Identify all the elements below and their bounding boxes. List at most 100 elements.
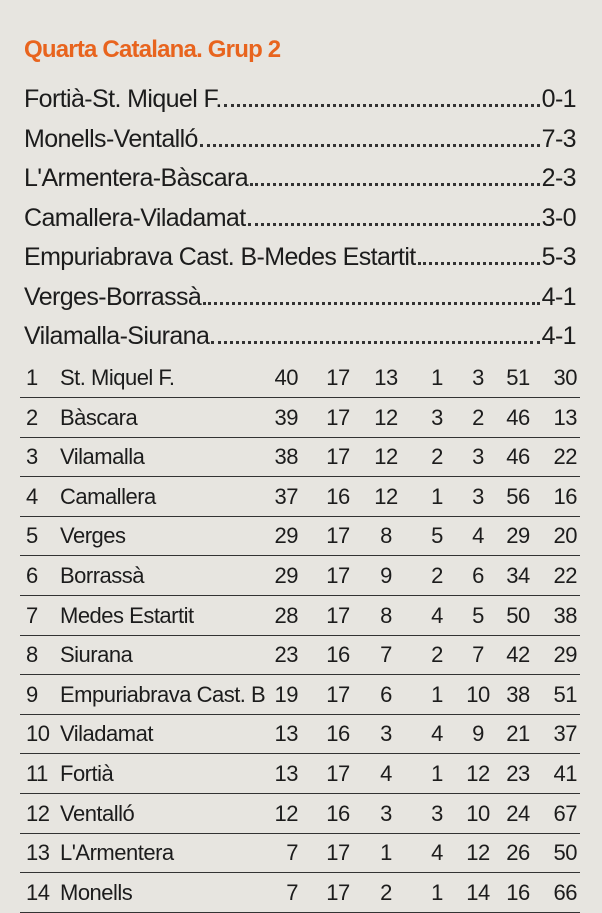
goals-for: 46	[506, 444, 530, 470]
drawn: 3	[431, 404, 443, 430]
position: 1	[26, 365, 38, 390]
won: 6	[380, 681, 392, 707]
leader-dots	[247, 222, 540, 226]
lost: 3	[472, 365, 484, 390]
standings-row: 2 Bàscara 39 17 12 3 2 46 13	[20, 398, 580, 438]
lost: 3	[472, 483, 484, 509]
score: 5-3	[541, 243, 577, 271]
played: 17	[326, 761, 350, 786]
standings-row: 6 Borrassà 29 17 9 2 6 34 22	[20, 556, 580, 596]
points: 13	[274, 761, 299, 786]
points: 12	[274, 800, 299, 826]
points: 19	[274, 681, 299, 707]
goals-for: 51	[506, 365, 530, 390]
drawn: 5	[431, 523, 443, 549]
goals-for: 21	[506, 721, 530, 747]
goals-against: 38	[553, 602, 578, 628]
score: 2-3	[541, 164, 577, 192]
lost: 6	[472, 563, 484, 588]
position: 4	[26, 483, 38, 509]
drawn: 1	[431, 681, 443, 707]
goals-for: 29	[506, 523, 530, 549]
goals-against: 41	[553, 761, 578, 786]
goals-against: 20	[553, 523, 578, 549]
goals-against: 13	[553, 404, 578, 430]
match: Verges-Borrassà	[24, 282, 202, 311]
goals-against: 29	[553, 642, 578, 668]
leader-dots	[203, 301, 540, 305]
position: 6	[26, 563, 38, 588]
goals-against: 22	[553, 563, 578, 588]
lost: 12	[466, 761, 490, 786]
lost: 2	[472, 404, 484, 430]
points: 37	[274, 483, 299, 509]
team: Verges	[60, 523, 126, 549]
points: 40	[274, 365, 299, 390]
points: 39	[274, 404, 299, 430]
played: 17	[326, 444, 350, 470]
result-row: Verges-Borrassà 4-1	[24, 278, 577, 312]
standings-row: 13 L'Armentera 7 17 1 4 12 26 50	[20, 833, 580, 874]
drawn: 1	[431, 483, 443, 509]
drawn: 4	[431, 840, 443, 866]
drawn: 2	[431, 563, 443, 588]
result-row: Monells-Ventalló 7-3	[24, 120, 577, 154]
played: 17	[326, 563, 350, 588]
leader-dots	[223, 104, 540, 107]
points: 29	[274, 563, 299, 588]
position: 8	[26, 642, 38, 668]
team: Vilamalla	[60, 444, 145, 470]
goals-against: 66	[553, 879, 578, 905]
won: 9	[380, 563, 392, 588]
won: 13	[374, 365, 398, 390]
team: Borrassà	[60, 563, 145, 588]
drawn: 1	[431, 879, 443, 905]
lost: 12	[466, 840, 490, 866]
standings-row: 11 Fortià 13 17 4 1 12 23 41	[20, 754, 580, 794]
team: Medes Estartit	[60, 602, 194, 628]
position: 13	[26, 840, 50, 866]
match: Vilamalla-Siurana	[24, 322, 210, 350]
position: 10	[26, 721, 50, 747]
drawn: 1	[431, 761, 443, 786]
goals-for: 24	[506, 800, 530, 826]
goals-for: 56	[506, 483, 530, 509]
team: Viladamat	[60, 721, 153, 747]
points: 28	[274, 602, 299, 628]
won: 8	[380, 602, 392, 628]
lost: 5	[472, 602, 484, 628]
drawn: 2	[431, 642, 443, 668]
position: 9	[26, 681, 38, 707]
lost: 9	[472, 721, 484, 747]
won: 4	[380, 761, 392, 786]
leader-dots	[250, 183, 540, 186]
team: St. Miquel F.	[60, 365, 175, 390]
standings-row: 8 Siurana 23 16 7 2 7 42 29	[20, 635, 580, 676]
won: 1	[380, 840, 392, 866]
drawn: 3	[431, 800, 443, 826]
goals-for: 46	[506, 404, 530, 430]
drawn: 4	[431, 602, 443, 628]
points: 23	[274, 642, 299, 668]
standings-row: 12 Ventalló 12 16 3 3 10 24 67	[20, 794, 580, 834]
score: 3-0	[541, 203, 577, 232]
team: L'Armentera	[60, 840, 174, 866]
position: 3	[26, 444, 38, 470]
points: 7	[286, 879, 298, 905]
standings-row: 3 Vilamalla 38 17 12 2 3 46 22	[20, 437, 580, 478]
played: 17	[326, 840, 350, 866]
goals-for: 26	[506, 840, 530, 866]
points: 38	[274, 444, 299, 470]
team: Siurana	[60, 642, 133, 668]
goals-for: 38	[506, 681, 530, 707]
score: 4-1	[541, 282, 577, 311]
lost: 10	[466, 681, 490, 707]
points: 29	[274, 523, 299, 549]
goals-against: 22	[553, 444, 578, 470]
goals-for: 42	[506, 642, 530, 668]
won: 3	[380, 800, 392, 826]
won: 12	[374, 404, 398, 430]
leader-dots	[211, 341, 540, 344]
match: Monells-Ventalló	[24, 124, 198, 153]
